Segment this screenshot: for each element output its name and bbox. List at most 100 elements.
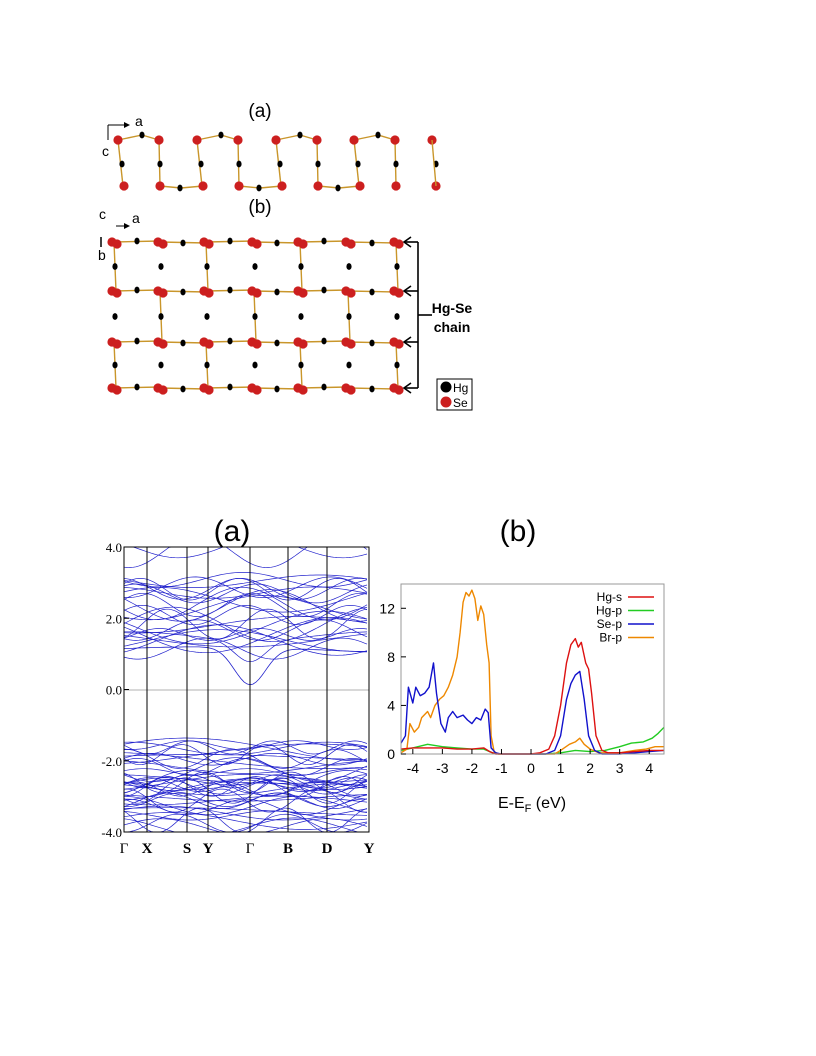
band-line: [123, 817, 367, 833]
legend-label-se: Se: [453, 396, 468, 410]
hg-atom: [180, 339, 186, 347]
se-atom: [394, 288, 404, 298]
band-lines: [123, 546, 368, 833]
hg-atom: [315, 160, 321, 168]
hg-atom: [394, 361, 400, 369]
hg-atom: [180, 239, 186, 247]
band-y-tick-label: 4.0: [106, 540, 122, 555]
dos-series-br-p: [400, 589, 664, 755]
se-atom: [394, 385, 404, 395]
hg-atom: [274, 385, 280, 393]
dos-series-se-p: [400, 662, 665, 755]
dos-x-tick-label: -3: [436, 760, 449, 776]
hg-atom: [298, 263, 304, 270]
chain-arrows: [402, 236, 432, 394]
hg-atom: [346, 361, 352, 369]
se-atom: [204, 288, 214, 298]
axes-indicator-a: a c: [102, 113, 143, 159]
chain-annotation: Hg-Se: [432, 300, 473, 316]
hg-atom: [394, 263, 400, 270]
dos-x-tick-label: -4: [407, 760, 420, 776]
hg-atom: [134, 383, 140, 391]
structure-panel-b-label: (b): [248, 197, 271, 218]
hg-atom: [355, 160, 361, 168]
axis-label-b: b: [98, 247, 106, 263]
se-atom: [312, 135, 322, 145]
bond: [431, 139, 437, 187]
hg-atom: [346, 263, 352, 270]
se-atom: [192, 135, 202, 145]
band-line: [123, 646, 368, 686]
se-atom: [252, 288, 262, 298]
k-point-label: X: [142, 841, 153, 857]
hg-atom: [277, 160, 283, 168]
hg-atom: [298, 361, 304, 369]
hg-atom: [112, 263, 118, 270]
se-atom: [252, 239, 262, 249]
hg-atom: [321, 237, 327, 245]
band-y-tick-label: -4.0: [101, 825, 122, 840]
k-point-label: D: [322, 841, 333, 857]
hg-atom: [218, 131, 224, 139]
hg-atom: [393, 160, 399, 168]
hg-atom: [256, 184, 262, 192]
se-atom: [234, 181, 244, 191]
hg-atom: [369, 239, 375, 247]
dos-x-tick-label: 1: [557, 760, 565, 776]
dos-x-tick-label: 0: [527, 760, 535, 776]
se-atom: [271, 135, 281, 145]
axis-label-a: a: [135, 113, 143, 129]
se-atom: [158, 239, 168, 249]
band-line: [123, 768, 368, 776]
dos-plot-background: [401, 584, 664, 754]
se-atom: [390, 135, 400, 145]
se-atom: [355, 181, 365, 191]
se-atom: [298, 239, 308, 249]
dos-series-hg-s: [400, 637, 664, 755]
hg-atom: [252, 263, 258, 270]
se-atom: [233, 135, 243, 145]
band-line: [123, 637, 368, 660]
se-atom: [204, 385, 214, 395]
dos-y-tick-label: 8: [387, 649, 395, 665]
se-atom-icon: [440, 396, 452, 408]
se-atom: [119, 181, 129, 191]
hg-atom: [158, 361, 164, 369]
dos-x-axis-label: E-EF (eV): [498, 795, 566, 815]
se-atom: [346, 385, 356, 395]
se-atom: [298, 288, 308, 298]
hg-atom: [134, 286, 140, 294]
dos-legend-label: Hg-p: [596, 604, 622, 618]
hg-atom: [227, 383, 233, 391]
axis-label-c: c: [102, 143, 109, 159]
k-point-label: Γ: [246, 841, 255, 857]
hg-atom: [180, 288, 186, 296]
hg-atom: [394, 313, 400, 320]
band-line: [123, 546, 368, 568]
hg-atom: [335, 184, 341, 192]
hg-atom: [369, 385, 375, 393]
hg-atom: [346, 313, 352, 320]
se-atom: [252, 385, 262, 395]
hg-atom-icon: [440, 381, 452, 393]
hg-atom: [177, 184, 183, 192]
se-atom: [298, 385, 308, 395]
hg-atom: [134, 237, 140, 245]
band-line: [123, 577, 368, 600]
pdos-series: [400, 589, 665, 755]
se-atom: [158, 339, 168, 349]
hg-atom: [369, 288, 375, 296]
hg-atom: [204, 263, 210, 270]
band-panel-a-title: (a): [214, 515, 251, 548]
dos-legend-label: Se-p: [597, 617, 623, 631]
hg-atom: [298, 313, 304, 320]
axis-label-c: c: [99, 206, 106, 222]
legend-label-hg: Hg: [453, 381, 468, 395]
hg-atom: [321, 383, 327, 391]
se-atom: [155, 181, 165, 191]
